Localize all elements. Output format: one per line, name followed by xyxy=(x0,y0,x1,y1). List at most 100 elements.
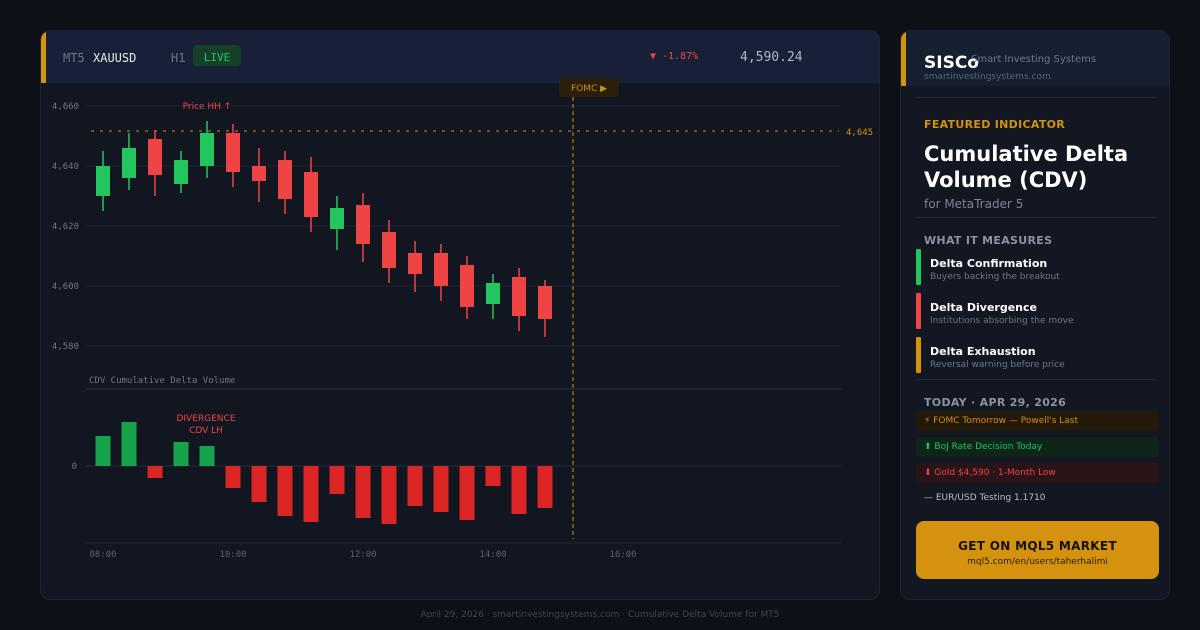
time-axis: 08:00 10:00 12:00 14:00 16:00 xyxy=(89,550,636,560)
timeframe-label[interactable]: H1 xyxy=(171,51,186,65)
divergence-annotation-line2: CDV LH xyxy=(189,426,223,436)
cdv-negative-bar xyxy=(407,466,423,506)
bull-candle xyxy=(96,166,110,196)
price-tick-label: 4,600 xyxy=(52,282,79,292)
event-marker-badge[interactable] xyxy=(559,78,619,97)
price-tick-label: 4,640 xyxy=(52,162,79,172)
platform-label: MT5 xyxy=(63,51,85,65)
bull-candle xyxy=(174,160,188,184)
cdv-zero-tick: 0 xyxy=(72,462,77,472)
time-tick-label: 12:00 xyxy=(349,550,376,560)
bull-candle xyxy=(122,148,136,178)
brand-tagline: Smart Investing Systems xyxy=(971,54,1097,65)
time-tick-label: 10:00 xyxy=(219,550,246,560)
measure-description: Institutions absorbing the move xyxy=(930,316,1074,326)
cdv-negative-bar xyxy=(511,466,527,514)
measure-title: Delta Exhaustion xyxy=(930,345,1036,358)
measure-item-divergence: Delta Divergence Institutions absorbing … xyxy=(916,293,1156,329)
current-price: 4,590.24 xyxy=(740,50,803,65)
footer: April 29, 2026 · smartinvestingsystems.c… xyxy=(420,610,780,620)
cdv-positive-bar xyxy=(199,446,215,466)
bear-candle xyxy=(512,277,526,316)
measure-item-confirmation: Delta Confirmation Buyers backing the br… xyxy=(916,249,1156,285)
divider xyxy=(916,217,1156,218)
chart-header: MT5 XAUUSD H1 LIVE ▼ -1.87% 4,590.24 xyxy=(41,31,879,83)
time-tick-label: 08:00 xyxy=(89,550,116,560)
cdv-negative-bar xyxy=(537,466,553,508)
price-tick-label: 4,580 xyxy=(52,342,79,352)
measure-item-exhaustion: Delta Exhaustion Reversal warning before… xyxy=(916,337,1156,373)
cdv-negative-bar xyxy=(433,466,449,512)
time-tick-label: 14:00 xyxy=(479,550,506,560)
bear-candle xyxy=(252,166,266,181)
measures-heading: WHAT IT MEASURES xyxy=(924,234,1053,247)
cdv-negative-bar xyxy=(225,466,241,488)
time-tick-label: 16:00 xyxy=(609,550,636,560)
event-fomc[interactable]: ⚡ FOMC Tomorrow — Powell's Last xyxy=(916,411,1159,431)
measure-title: Delta Divergence xyxy=(930,301,1037,314)
price-chart[interactable]: 4,660 4,640 4,620 4,600 4,580 4,645 RES FOMC… xyxy=(41,31,880,600)
price-hh-annotation: Price HH ↑ xyxy=(183,102,232,112)
cdv-negative-bar xyxy=(277,466,293,516)
measure-description: Reversal warning before price xyxy=(930,360,1065,370)
cdv-positive-bar xyxy=(95,436,111,466)
event-marker-label: FOMC ▶ xyxy=(571,84,607,94)
cdv-negative-bar xyxy=(329,466,345,494)
price-axis: 4,660 4,640 4,620 4,600 4,580 xyxy=(52,102,79,352)
measure-color-bar xyxy=(916,249,921,285)
cdv-negative-bar xyxy=(381,466,397,524)
bear-candle xyxy=(226,133,240,172)
divergence-annotation-line1: DIVERGENCE xyxy=(176,414,235,424)
bear-candle xyxy=(304,172,318,217)
info-panel: SISCo Smart Investing Systems smartinves… xyxy=(900,30,1170,600)
chart-panel: MT5 XAUUSD H1 LIVE ▼ -1.87% 4,590.24 4,6… xyxy=(40,30,880,600)
grid xyxy=(86,105,841,347)
bear-candle xyxy=(148,139,162,175)
bear-candle xyxy=(408,253,422,274)
cdv-histogram xyxy=(95,422,553,524)
cdv-negative-bar xyxy=(485,466,501,486)
event-eurusd[interactable]: — EUR/USD Testing 1.1710 xyxy=(924,493,1046,503)
cta-url: mql5.com/en/users/taherhalimi xyxy=(967,557,1108,567)
platform-subtitle: for MetaTrader 5 xyxy=(924,197,1024,211)
event-gold[interactable]: ⬇ Gold $4,590 · 1-Month Low xyxy=(916,463,1159,483)
bear-candle xyxy=(356,205,370,244)
divider xyxy=(916,379,1156,380)
candle-series xyxy=(96,121,552,337)
get-on-mql5-button[interactable]: GET ON MQL5 MARKET mql5.com/en/users/tah… xyxy=(916,521,1159,579)
cta-title: GET ON MQL5 MARKET xyxy=(958,539,1117,553)
bear-candle xyxy=(278,160,292,199)
brand-url[interactable]: smartinvestingsystems.com xyxy=(924,72,1051,82)
divider xyxy=(916,97,1156,98)
brand-accent-bar xyxy=(901,31,906,86)
bull-candle xyxy=(200,133,214,166)
cdv-negative-bar xyxy=(251,466,267,502)
measure-color-bar xyxy=(916,337,921,373)
resistance-label: 4,645 RES xyxy=(846,128,880,138)
today-heading: TODAY · APR 29, 2026 xyxy=(924,396,1067,409)
cdv-positive-bar xyxy=(173,442,189,466)
bear-candle xyxy=(382,232,396,268)
bull-candle xyxy=(330,208,344,229)
symbol-label[interactable]: XAUUSD xyxy=(93,51,137,65)
bull-candle xyxy=(486,283,500,304)
bear-candle xyxy=(434,253,448,286)
measure-description: Buyers backing the breakout xyxy=(930,272,1060,282)
brand-header xyxy=(901,31,1169,86)
indicator-title: Cumulative Delta Volume (CDV) xyxy=(924,142,1129,192)
event-boj[interactable]: ⬆ BoJ Rate Decision Today xyxy=(916,437,1159,457)
cdv-pane-label: CDV Cumulative Delta Volume xyxy=(89,376,235,386)
price-change: ▼ -1.87% xyxy=(650,51,699,62)
price-tick-label: 4,660 xyxy=(52,102,79,112)
price-tick-label: 4,620 xyxy=(52,222,79,232)
measure-color-bar xyxy=(916,293,921,329)
cdv-negative-bar xyxy=(459,466,475,520)
cdv-negative-bar xyxy=(303,466,319,522)
bear-candle xyxy=(538,286,552,319)
measure-title: Delta Confirmation xyxy=(930,257,1048,270)
brand-logo[interactable]: SISCo xyxy=(924,53,979,73)
cdv-negative-bar xyxy=(147,466,163,478)
cdv-positive-bar xyxy=(121,422,137,466)
bear-candle xyxy=(460,265,474,307)
cdv-negative-bar xyxy=(355,466,371,518)
